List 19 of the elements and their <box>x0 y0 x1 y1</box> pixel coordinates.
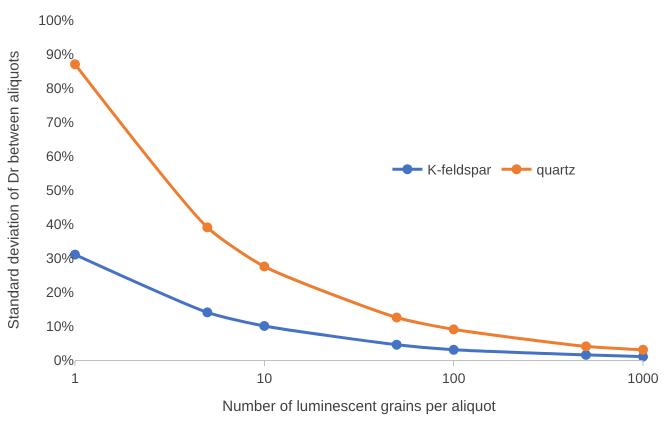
y-tick-label: 10% <box>46 318 74 334</box>
x-axis-title: Number of luminescent grains per aliquot <box>222 398 497 415</box>
y-tick-label: 40% <box>46 216 74 232</box>
x-tick-label: 1000 <box>627 370 659 386</box>
legend-label: quartz <box>536 162 576 178</box>
y-tick-label: 20% <box>46 284 74 300</box>
legend-label: K-feldspar <box>427 162 492 178</box>
x-tick-label: 1 <box>71 370 80 386</box>
y-axis-title: Standard deviation of Dr between aliquots <box>5 50 22 330</box>
y-tick-label: 0% <box>54 352 74 368</box>
y-tick-label: 60% <box>46 148 74 164</box>
y-tick-label: 90% <box>46 46 74 62</box>
y-tick-label: 50% <box>46 182 74 198</box>
y-tick-label: 30% <box>46 250 74 266</box>
x-tick-label: 10 <box>256 370 272 386</box>
y-tick-label: 100% <box>38 12 74 28</box>
x-tick-label: 100 <box>442 370 466 386</box>
y-tick-label: 70% <box>46 114 74 130</box>
y-tick-label: 80% <box>46 80 74 96</box>
